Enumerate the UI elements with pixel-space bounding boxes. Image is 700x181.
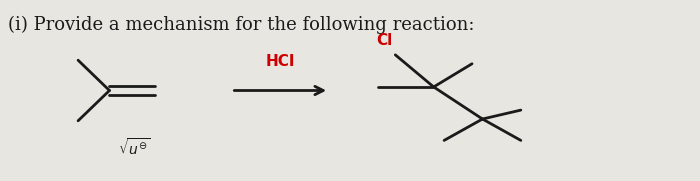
Text: HCI: HCI: [265, 54, 295, 69]
Text: (i) Provide a mechanism for the following reaction:: (i) Provide a mechanism for the followin…: [8, 16, 475, 34]
Text: $\sqrt{u^{\ominus}}$: $\sqrt{u^{\ominus}}$: [118, 138, 150, 158]
Text: Cl: Cl: [377, 33, 393, 48]
